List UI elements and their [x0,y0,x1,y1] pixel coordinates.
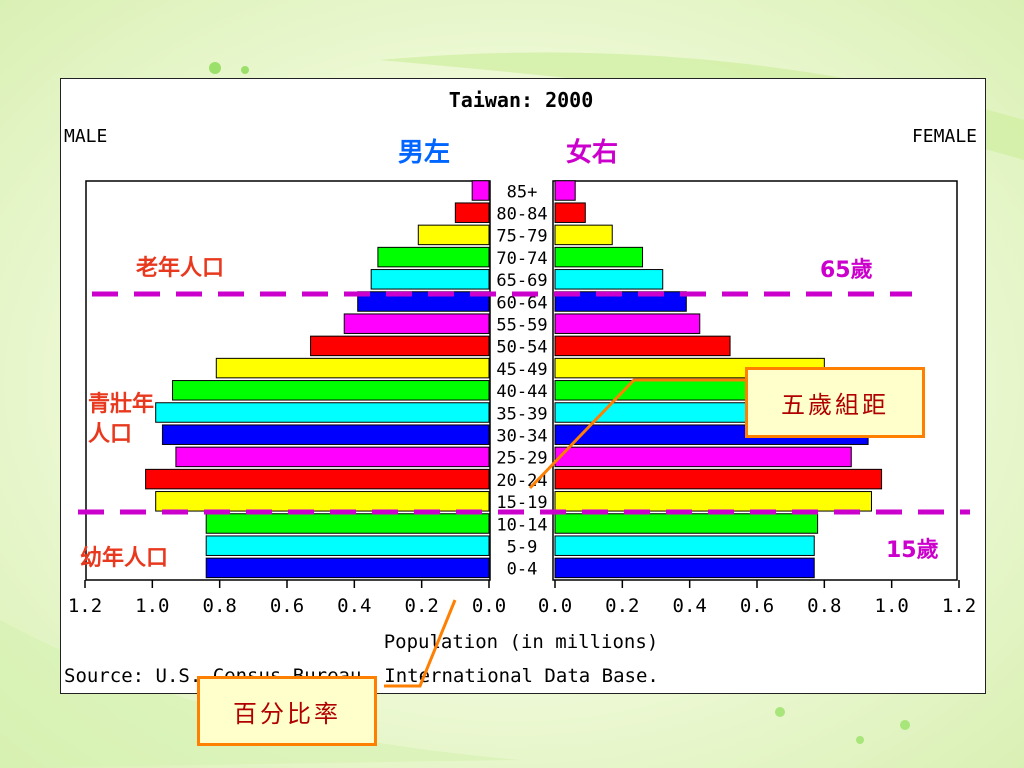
working-population-label: 青壯年 人口 [88,390,154,450]
female-bar-20-24 [554,468,883,490]
age-label-15-19: 15-19 [496,493,547,513]
male-bars [145,180,490,579]
female-bar-10-14 [554,513,819,534]
age-label-20-24: 20-24 [496,471,547,491]
female-bar-85+ [554,180,576,201]
age-label-50-54: 50-54 [496,338,547,358]
female-bar-5-9 [554,535,815,556]
five-year-group-callout: 五歲組距 [745,367,925,438]
male-bar-55-59 [343,313,490,334]
age-label-45-49: 45-49 [496,360,547,380]
right-axis-ticks: 0.0 0.2 0.4 0.6 0.8 1.0 1.2 [538,580,976,617]
male-bar-50-54 [310,335,490,357]
male-bar-20-24 [145,468,490,490]
plot-left-frame [85,180,491,581]
female-bar-75-79 [554,224,613,246]
female-bar-55-59 [554,313,701,334]
female-bar-65-69 [554,269,664,290]
left-tick-label: 1.0 [135,595,169,617]
pointer-percentage [384,599,457,688]
age-label-5-9: 5-9 [507,537,538,557]
age-label-85+: 85+ [507,182,538,202]
elderly-population-label: 老年人口 [136,256,225,281]
male-bar-75-79 [417,224,490,246]
right-tick-label: 1.0 [875,595,909,617]
female-bar-80-84 [554,202,586,223]
left-tick-label: 0.2 [405,595,439,617]
left-tick-label: 1.2 [68,595,102,617]
male-bar-80-84 [454,202,490,223]
male-bar-0-4 [205,557,490,579]
age-label-25-29: 25-29 [496,449,547,469]
male-label: MALE [64,126,107,147]
age-label-65-69: 65-69 [496,271,547,291]
male-bar-60-64 [357,291,490,312]
age-label-75-79: 75-79 [496,227,547,247]
age-65-label: 65歲 [820,258,873,283]
age-label-40-44: 40-44 [496,382,547,402]
percentage-callout: 百分比率 [197,676,377,746]
female-label: FEMALE [912,126,977,147]
right-tick-label: 0.8 [807,595,841,617]
male-bar-25-29 [175,446,490,468]
right-tick-label: 0.0 [538,595,572,617]
right-tick-label: 0.4 [673,595,707,617]
youth-population-label: 幼年人口 [80,546,169,571]
chart-title: Taiwan: 2000 [449,88,594,112]
right-tick-label: 0.6 [740,595,774,617]
male-bar-35-39 [155,402,490,423]
male-left-annotation: 男左 [398,138,451,168]
age-label-70-74: 70-74 [496,249,547,269]
x-axis-label: Population (in millions) [384,631,659,653]
female-right-annotation: 女右 [566,138,619,168]
left-tick-label: 0.6 [270,595,304,617]
male-bar-40-44 [172,380,490,401]
working-population-line2: 人口 [88,422,133,447]
right-tick-label: 1.2 [942,595,976,617]
male-bar-5-9 [205,535,490,556]
male-bar-10-14 [205,513,490,534]
age-label-35-39: 35-39 [496,404,547,424]
male-bar-30-34 [161,424,490,445]
female-bar-25-29 [554,446,852,468]
plot-right-frame [552,180,958,581]
left-tick-label: 0.8 [203,595,237,617]
male-bar-15-19 [155,491,490,512]
age-label-80-84: 80-84 [496,204,547,224]
female-bar-15-19 [554,491,872,512]
female-bar-0-4 [554,557,815,579]
female-bar-70-74 [554,246,644,268]
age-label-10-14: 10-14 [496,515,547,535]
left-tick-label: 0.0 [472,595,506,617]
right-tick-label: 0.2 [605,595,639,617]
male-bar-70-74 [377,246,490,268]
age-label-55-59: 55-59 [496,315,547,335]
working-population-line1: 青壯年 [88,392,155,417]
age-label-30-34: 30-34 [496,426,547,446]
age-15-label: 15歲 [886,538,939,563]
left-tick-label: 0.4 [337,595,371,617]
male-bar-65-69 [370,269,490,290]
age-label-0-4: 0-4 [507,560,538,580]
left-axis-ticks: 1.2 1.0 0.8 0.6 0.4 0.2 0.0 [68,580,506,617]
age-label-60-64: 60-64 [496,293,547,313]
female-bar-50-54 [554,335,731,357]
pointer-five-year [528,378,748,490]
male-bar-85+ [471,180,490,201]
male-bar-45-49 [215,357,490,379]
